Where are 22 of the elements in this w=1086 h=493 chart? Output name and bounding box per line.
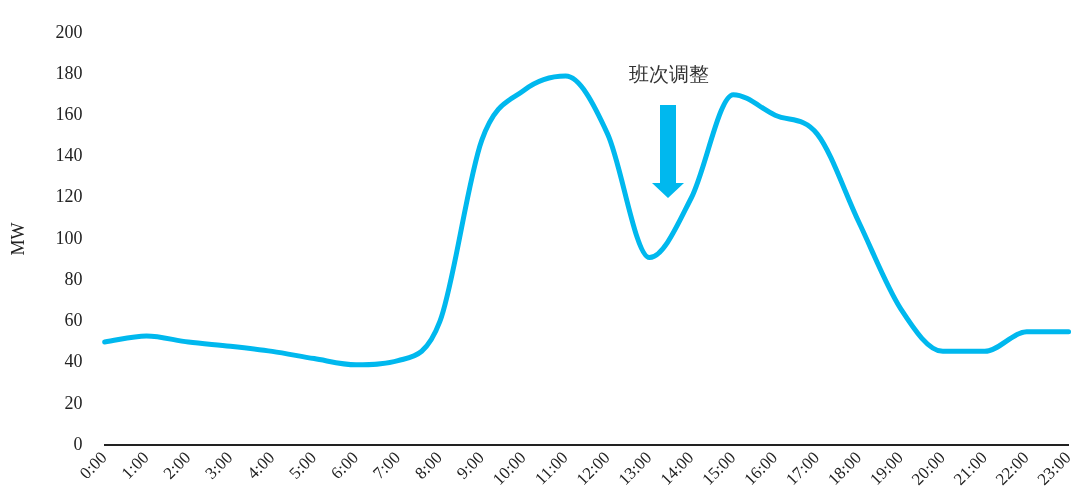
y-tick-label: 160 bbox=[55, 104, 83, 125]
y-tick-label: 100 bbox=[55, 227, 83, 248]
x-tick-label: 8:00 bbox=[411, 447, 446, 483]
y-tick-label: 120 bbox=[55, 186, 83, 207]
x-tick-label: 1:00 bbox=[117, 447, 153, 483]
y-axis-title: MW bbox=[7, 222, 28, 256]
x-tick-label: 4:00 bbox=[243, 447, 279, 483]
y-tick-label: 80 bbox=[64, 268, 83, 289]
x-tick-label: 6:00 bbox=[327, 447, 363, 483]
annotation: 班次调整 bbox=[629, 62, 710, 86]
x-tick-label: 5:00 bbox=[285, 447, 321, 483]
y-tick-label: 40 bbox=[64, 351, 83, 372]
x-tick-label: 2:00 bbox=[159, 447, 195, 483]
y-tick-label: 180 bbox=[55, 62, 83, 83]
y-tick-label: 20 bbox=[64, 392, 83, 413]
x-tick-label: 3:00 bbox=[201, 447, 237, 483]
y-tick-label: 200 bbox=[55, 21, 83, 42]
x-tick-label: 9:00 bbox=[452, 447, 488, 483]
x-tick-label: 7:00 bbox=[369, 447, 404, 483]
y-tick-label: 140 bbox=[55, 145, 83, 166]
y-tick-label: 60 bbox=[64, 310, 83, 331]
y-tick-label: 0 bbox=[73, 433, 83, 454]
